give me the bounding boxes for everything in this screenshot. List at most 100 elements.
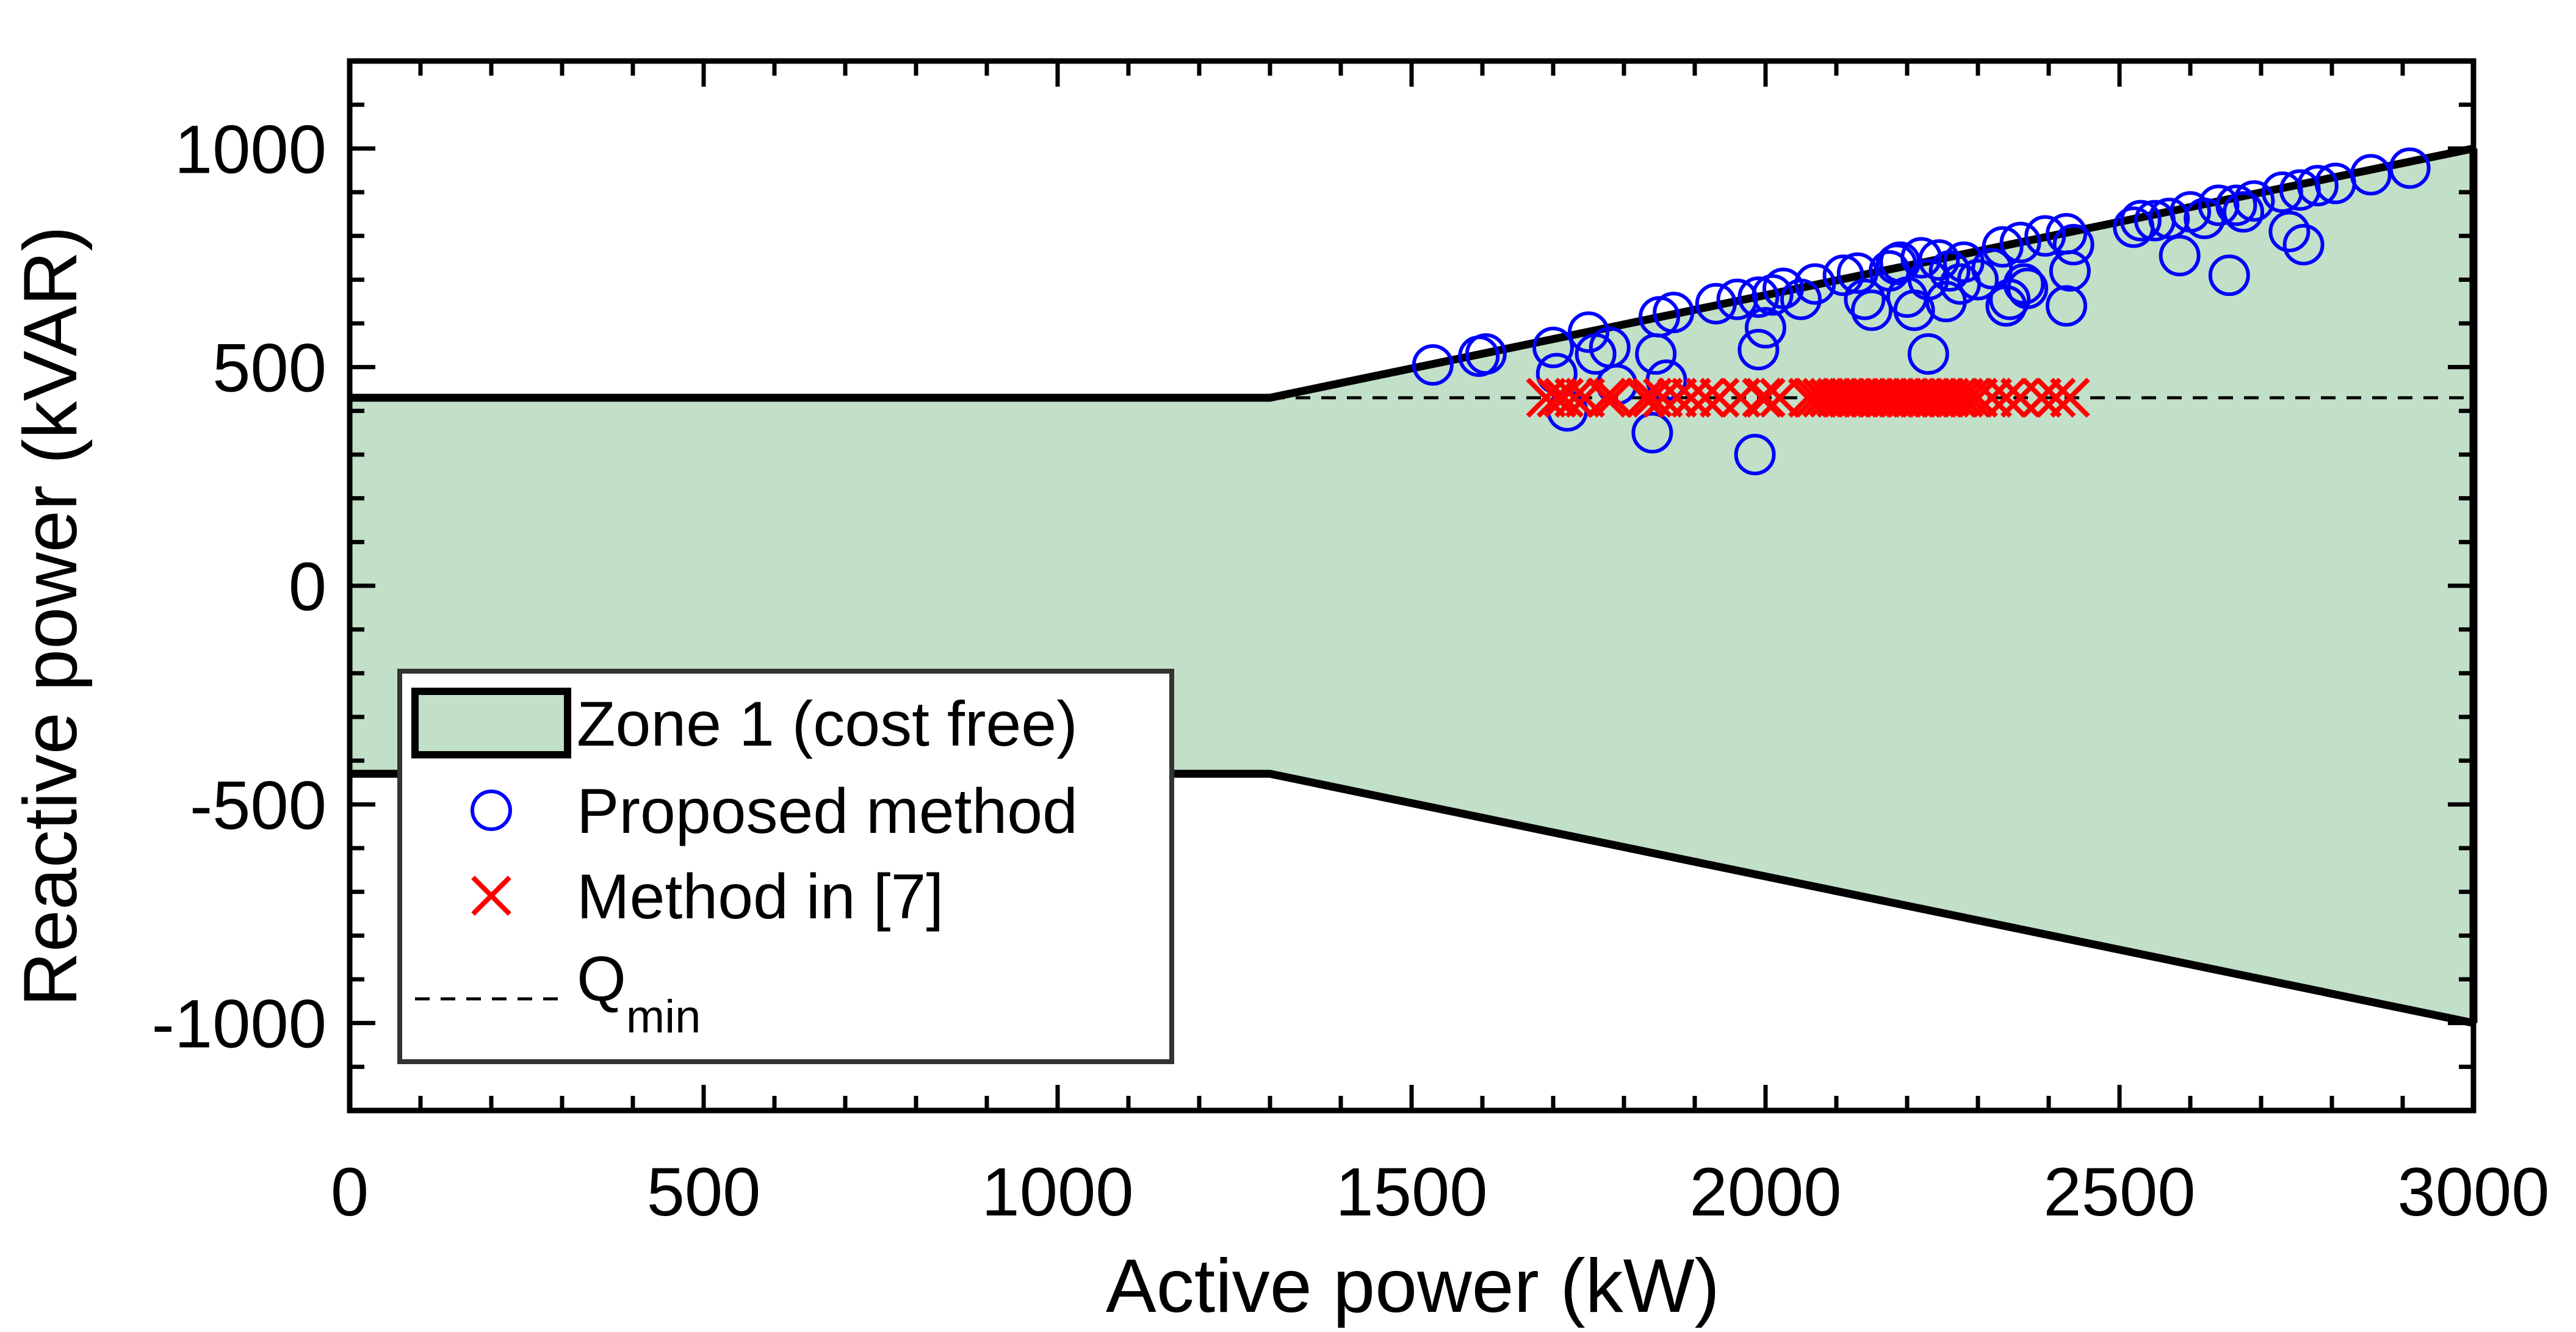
x-tick-label: 1000 (981, 1154, 1133, 1230)
x-tick-label: 2500 (2043, 1154, 2195, 1230)
y-axis-title: Reactive power (kVAR) (9, 226, 93, 1006)
x-stroke (1586, 378, 1626, 418)
legend-x-glyph (471, 876, 511, 916)
legend-proposed-marker (471, 790, 512, 831)
x-stroke (1972, 378, 2013, 418)
method7-point (1685, 378, 1726, 418)
proposed-point (1532, 326, 1574, 369)
y-tick-label: 0 (289, 549, 327, 625)
method7-point (1536, 378, 1577, 418)
proposed-point (2350, 154, 2392, 196)
proposed-point (2120, 200, 2162, 242)
axis-ticks (347, 61, 2476, 1111)
proposed-point (1999, 221, 2041, 264)
proposed-point (1734, 434, 1776, 475)
y-tick-label: 500 (212, 330, 327, 406)
legend: Zone 1 (cost free) Proposed method Metho… (397, 669, 1174, 1064)
x-stroke (1745, 378, 1786, 418)
method7-point (1972, 378, 2013, 418)
proposed-point (1794, 263, 1836, 305)
proposed-point (1900, 237, 1943, 279)
legend-zone-swatch (411, 688, 571, 758)
y-tick-label: 1000 (175, 111, 327, 187)
legend-proposed-label: Proposed method (577, 776, 1078, 847)
proposed-point (1982, 226, 2024, 268)
proposed-point (1631, 412, 1673, 454)
proposed-point (1844, 278, 1886, 320)
x-stroke (2035, 378, 2076, 418)
proposed-point (2198, 184, 2240, 226)
proposed-point (1851, 289, 1892, 331)
x-tick-label: 0 (331, 1154, 369, 1230)
x-tick-labels: 0 500 1000 1500 2000 2500 3000 (331, 1154, 2550, 1230)
legend-qmin-label: Qmin (577, 944, 701, 1043)
y-tick-label: -500 (190, 767, 327, 843)
method7-point (2035, 378, 2076, 418)
method7-point (1593, 378, 1634, 418)
proposed-point (2148, 198, 2190, 239)
proposed-point (1412, 344, 1454, 386)
proposed-point (1737, 329, 1780, 370)
proposed-point (2046, 285, 2087, 327)
proposed-point (2389, 147, 2431, 189)
proposed-point (2208, 254, 2250, 297)
x-stroke (1593, 378, 1634, 418)
legend-zone-label: Zone 1 (cost free) (577, 689, 1078, 760)
proposed-point (2049, 250, 2091, 292)
x-stroke (1685, 378, 1726, 418)
proposed-point (1568, 311, 1609, 353)
method7-point (1943, 378, 1984, 418)
y-tick-labels: 1000 500 0 -500 -1000 (152, 111, 327, 1062)
proposed-point (1780, 278, 1822, 320)
proposed-point (1918, 239, 1960, 281)
proposed-point (1822, 254, 1864, 297)
proposed-point (1745, 307, 1786, 349)
method7-point (1986, 378, 2027, 418)
proposed-point (2024, 215, 2066, 257)
proposed-point (2052, 224, 2094, 265)
x-stroke (471, 876, 511, 916)
method7-series (1526, 378, 2090, 418)
proposed-point (2296, 165, 2339, 207)
plot-area (350, 144, 2478, 1028)
legend-qmin-sub: min (626, 991, 701, 1043)
proposed-point (2233, 180, 2275, 222)
x-stroke (1943, 378, 1984, 418)
method7-point (2021, 378, 2062, 418)
x-stroke (2021, 378, 2062, 418)
method7-point (1526, 378, 1567, 418)
x-stroke (1554, 378, 1595, 418)
x-stroke (1657, 378, 1697, 418)
legend-qmin-main: Q (577, 944, 626, 1015)
x-axis-title: Active power (kW) (1106, 1244, 1720, 1328)
legend-method7-marker (471, 876, 511, 916)
x-stroke (1671, 378, 1712, 418)
proposed-point (2215, 184, 2257, 226)
method7-point (2049, 378, 2090, 418)
method7-point (1759, 378, 1800, 418)
proposed-point (2007, 267, 2049, 309)
method7-point (1671, 378, 1712, 418)
x-stroke (1759, 378, 1800, 418)
method7-point (1586, 378, 1626, 418)
proposed-point (1737, 276, 1780, 318)
x-stroke (1986, 378, 2027, 418)
proposed-point (1465, 333, 1507, 375)
x-stroke (1536, 378, 1577, 418)
method7-point (1745, 378, 1786, 418)
method7-point (1958, 378, 1998, 418)
method7-point (1657, 378, 1697, 418)
method7-point (1625, 378, 1665, 418)
x-stroke (1625, 378, 1665, 418)
x-stroke (1642, 378, 1683, 418)
proposed-point (2268, 211, 2311, 253)
x-stroke (1526, 378, 1567, 418)
method7-point (1742, 378, 1783, 418)
x-stroke (2049, 378, 2090, 418)
x-tick-label: 2000 (1689, 1154, 1841, 1230)
proposed-point (2159, 234, 2201, 276)
proposed-point (1836, 252, 1878, 294)
x-tick-label: 3000 (2397, 1154, 2549, 1230)
proposed-point (1653, 292, 1695, 334)
